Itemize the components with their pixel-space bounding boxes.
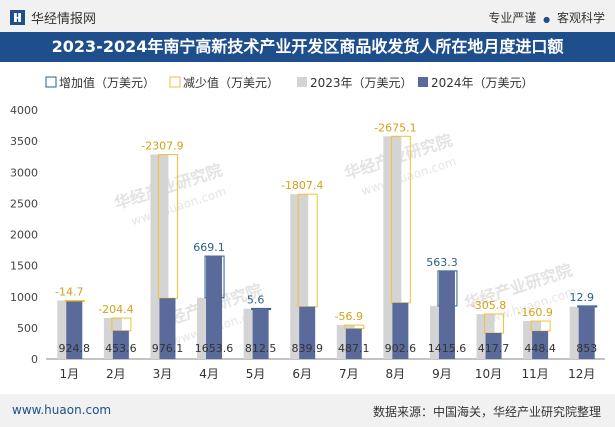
bar-2024 <box>345 328 362 359</box>
value-label-2024: 839.9 <box>291 342 323 355</box>
legend-increase-swatch <box>45 76 57 88</box>
legend-increase-label: 增加值（万美元） <box>59 75 155 90</box>
x-tick-label: 9月 <box>432 367 452 381</box>
bar-2024 <box>532 331 549 359</box>
chart: 华经产业研究院www.huaon.com华经产业研究院www.huaon.com… <box>10 75 605 381</box>
decrease-label: -160.9 <box>517 306 552 319</box>
bar-2024 <box>159 298 176 359</box>
decrease-label: -14.7 <box>55 286 83 299</box>
brand: 华经情报网 <box>10 8 96 27</box>
y-tick-label: 500 <box>17 322 38 335</box>
footer: www.huaon.com 数据来源：中国海关，华经产业研究院整理 <box>0 394 615 427</box>
legend-decrease-label: 减少值（万美元） <box>183 75 279 90</box>
y-tick-label: 3500 <box>10 135 38 148</box>
x-tick-label: 8月 <box>386 367 406 381</box>
y-tick-label: 1000 <box>10 291 38 304</box>
y-tick-label: 2000 <box>10 229 38 242</box>
value-label-2024: 902.6 <box>385 342 417 355</box>
value-label-2024: 1415.6 <box>428 342 467 355</box>
decrease-label: -1807.4 <box>281 179 323 192</box>
value-label-2024: 448.4 <box>524 342 556 355</box>
value-label-2024: 453.6 <box>105 342 137 355</box>
x-tick-label: 11月 <box>521 367 548 381</box>
top-bar: 华经情报网 专业严谨 ● 客观科学 <box>0 0 615 32</box>
decrease-label: -2675.1 <box>374 121 416 134</box>
decrease-label: -2307.9 <box>141 140 183 153</box>
slogan-right: 客观科学 <box>556 11 605 25</box>
value-label-2024: 924.8 <box>59 342 91 355</box>
decrease-label: -56.9 <box>335 310 363 323</box>
value-label-2024: 853 <box>576 342 597 355</box>
increase-label: 669.1 <box>193 241 225 254</box>
value-label-2024: 487.1 <box>338 342 370 355</box>
legend-2024-swatch <box>418 77 428 87</box>
increase-label: 563.3 <box>426 256 458 269</box>
bar-2024 <box>299 306 316 359</box>
x-tick-label: 3月 <box>153 367 173 381</box>
legend-2023-label: 2023年（万美元） <box>310 76 413 90</box>
legend-2023-swatch <box>297 77 307 87</box>
bar-2024 <box>438 270 455 359</box>
value-label-2024: 1653.6 <box>195 342 234 355</box>
increase-label: 12.9 <box>569 291 594 304</box>
legend-2024-label: 2024年（万美元） <box>431 76 534 90</box>
chart-title: 2023-2024年南宁高新技术产业开发区商品收发货人所在地月度进口额 <box>0 32 615 62</box>
decrease-box <box>64 300 85 303</box>
y-tick-label: 0 <box>31 353 38 366</box>
footer-source: 数据来源：中国海关，华经产业研究院整理 <box>372 405 601 419</box>
x-tick-label: 12月 <box>568 367 595 381</box>
x-tick-label: 10月 <box>475 367 502 381</box>
y-tick-label: 3000 <box>10 166 38 179</box>
bar-2024 <box>66 301 83 359</box>
decrease-box <box>344 324 365 330</box>
value-label-2024: 812.5 <box>245 342 277 355</box>
bar-2024 <box>392 302 409 359</box>
brand-name: 华经情报网 <box>31 12 97 27</box>
x-tick-label: 6月 <box>292 367 312 381</box>
value-label-2024: 417.7 <box>478 342 510 355</box>
x-tick-label: 5月 <box>246 367 266 381</box>
increase-label: 5.6 <box>247 293 265 306</box>
slogan-left: 专业严谨 <box>488 11 537 25</box>
brand-logo-icon <box>10 10 25 25</box>
y-tick-label: 2500 <box>10 197 38 210</box>
x-tick-label: 2月 <box>106 367 126 381</box>
bar-2024 <box>112 330 129 359</box>
y-tick-label: 1500 <box>10 260 38 273</box>
decrease-label: -305.8 <box>471 299 506 312</box>
legend-decrease-swatch <box>169 76 181 88</box>
decrease-label: -204.4 <box>98 303 133 316</box>
bar-2024 <box>206 256 223 359</box>
x-tick-label: 7月 <box>339 367 359 381</box>
x-tick-label: 1月 <box>59 367 79 381</box>
slogan-separator-icon: ● <box>543 15 551 24</box>
bar-2024 <box>578 305 595 359</box>
bar-2024 <box>485 332 502 359</box>
bar-2024 <box>252 308 269 359</box>
y-tick-label: 4000 <box>10 104 38 117</box>
value-label-2024: 976.1 <box>152 342 184 355</box>
slogan: 专业严谨 ● 客观科学 <box>488 9 605 26</box>
footer-website[interactable]: www.huaon.com <box>12 403 112 417</box>
x-tick-label: 4月 <box>199 367 219 381</box>
